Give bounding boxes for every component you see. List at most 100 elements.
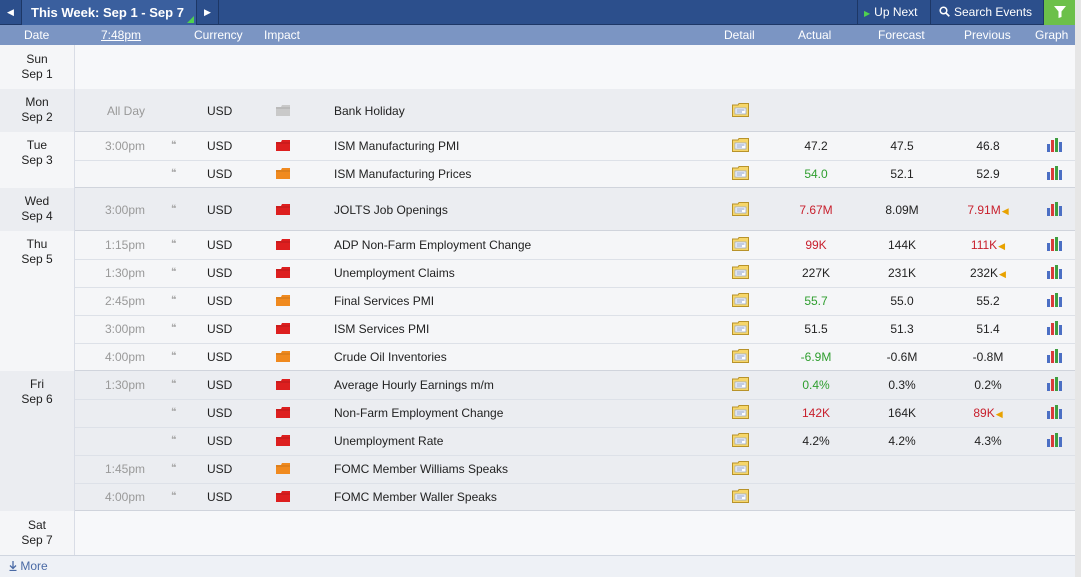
sound-alert-icon[interactable]: ❝ bbox=[171, 239, 177, 250]
col-time-clock[interactable]: 7:48pm bbox=[101, 28, 142, 42]
event-title[interactable]: Unemployment Claims bbox=[334, 266, 455, 280]
footer-bar: More bbox=[0, 555, 1075, 577]
event-title[interactable]: Crude Oil Inventories bbox=[334, 350, 447, 364]
event-previous-value: -0.8M bbox=[972, 350, 1004, 364]
event-row[interactable]: 1:30pm ❝ USD Average Hourly Earnings m/m 0.4… bbox=[75, 371, 1075, 399]
revised-marker-icon[interactable]: ◀ bbox=[995, 409, 1003, 419]
detail-folder-icon[interactable] bbox=[732, 461, 749, 478]
detail-folder-icon[interactable] bbox=[732, 489, 749, 506]
detail-folder-icon[interactable] bbox=[732, 349, 749, 366]
bar-graph-icon[interactable] bbox=[1046, 405, 1062, 422]
bar-graph-icon[interactable] bbox=[1046, 377, 1062, 394]
event-row[interactable]: 1:30pm ❝ USD Unemployment Claims 227K 231K 232… bbox=[75, 259, 1075, 287]
event-time: All Day bbox=[106, 104, 145, 118]
bar-graph-icon[interactable] bbox=[1046, 138, 1062, 155]
detail-folder-icon[interactable] bbox=[732, 138, 749, 155]
event-forecast: 52.1 bbox=[890, 167, 914, 181]
event-previous-value: 111K bbox=[970, 238, 998, 252]
event-row[interactable]: All Day USD Bank Holiday bbox=[75, 97, 1075, 125]
sound-alert-icon[interactable]: ❝ bbox=[171, 267, 177, 278]
event-actual: 47.2 bbox=[804, 139, 828, 153]
event-row[interactable]: 3:00pm ❝ USD ISM Services PMI 51.5 51.3 51.4 bbox=[75, 315, 1075, 343]
event-time: 1:15pm bbox=[104, 238, 145, 252]
bar-graph-icon[interactable] bbox=[1046, 433, 1062, 450]
week-title-label: This Week: Sep 1 - Sep 7 bbox=[31, 5, 184, 20]
search-events-button[interactable]: Search Events bbox=[930, 0, 1043, 25]
scrollbar[interactable] bbox=[1075, 0, 1081, 577]
day-weekday: Fri bbox=[30, 377, 44, 391]
bar-graph-icon[interactable] bbox=[1046, 202, 1062, 219]
up-next-button[interactable]: ▶ Up Next bbox=[857, 0, 930, 25]
bar-graph-icon[interactable] bbox=[1046, 293, 1062, 310]
sound-alert-icon[interactable]: ❝ bbox=[171, 323, 177, 334]
detail-folder-icon[interactable] bbox=[732, 265, 749, 282]
sound-alert-icon[interactable]: ❝ bbox=[171, 435, 177, 446]
bar-graph-icon[interactable] bbox=[1046, 237, 1062, 254]
prev-week-button[interactable]: ◀ bbox=[0, 0, 22, 25]
event-title[interactable]: ISM Manufacturing Prices bbox=[334, 167, 472, 181]
detail-folder-icon[interactable] bbox=[732, 293, 749, 310]
event-title[interactable]: Final Services PMI bbox=[334, 294, 435, 308]
col-impact: Impact bbox=[264, 28, 301, 42]
event-title[interactable]: FOMC Member Williams Speaks bbox=[334, 462, 509, 476]
calendar-toolbar: ◀ This Week: Sep 1 - Sep 7 ▶ ▶ Up Next Se… bbox=[0, 0, 1075, 25]
detail-folder-icon[interactable] bbox=[732, 433, 749, 450]
event-previous-value: 51.4 bbox=[976, 322, 1000, 336]
event-title[interactable]: ADP Non-Farm Employment Change bbox=[334, 238, 532, 252]
next-week-button[interactable]: ▶ bbox=[197, 0, 219, 25]
detail-folder-icon[interactable] bbox=[732, 166, 749, 183]
event-row[interactable]: 1:15pm ❝ USD ADP Non-Farm Employment Change… bbox=[75, 231, 1075, 259]
event-title[interactable]: JOLTS Job Openings bbox=[334, 203, 448, 217]
bar-graph-icon[interactable] bbox=[1046, 166, 1062, 183]
sound-alert-icon[interactable]: ❝ bbox=[171, 295, 177, 306]
event-title[interactable]: ISM Manufacturing PMI bbox=[334, 139, 460, 153]
revised-marker-icon[interactable]: ◀ bbox=[998, 241, 1006, 251]
detail-folder-icon[interactable] bbox=[732, 377, 749, 394]
event-row[interactable]: 3:00pm ❝ USD ISM Manufacturing PMI 47.2 47.5 4… bbox=[75, 132, 1075, 160]
detail-folder-icon[interactable] bbox=[732, 405, 749, 422]
event-title[interactable]: Non-Farm Employment Change bbox=[334, 406, 504, 420]
event-row[interactable]: ❝ USD ISM Manufacturing Prices 54.0 52.1 52.9 bbox=[75, 160, 1075, 188]
revised-marker-icon[interactable]: ◀ bbox=[999, 269, 1006, 279]
detail-folder-icon[interactable] bbox=[732, 321, 749, 338]
event-title[interactable]: Bank Holiday bbox=[334, 104, 405, 118]
sound-alert-icon[interactable]: ❝ bbox=[171, 379, 177, 390]
more-link[interactable]: More bbox=[9, 559, 48, 573]
bar-graph-icon[interactable] bbox=[1046, 265, 1062, 282]
detail-folder-icon[interactable] bbox=[732, 103, 749, 120]
event-row[interactable]: 4:00pm ❝ USD Crude Oil Inventories -6.9M -0.6… bbox=[75, 343, 1075, 371]
event-row[interactable]: 3:00pm ❝ USD JOLTS Job Openings 7.67M 8.09M 7.… bbox=[75, 196, 1075, 224]
sound-alert-icon[interactable]: ❝ bbox=[171, 140, 177, 151]
sound-alert-icon[interactable]: ❝ bbox=[171, 204, 177, 215]
corner-indicator-icon bbox=[187, 16, 194, 23]
sound-alert-icon[interactable]: ❝ bbox=[171, 168, 177, 179]
event-row[interactable]: 2:45pm ❝ USD Final Services PMI 55.7 55.0 55.2 bbox=[75, 287, 1075, 315]
week-title[interactable]: This Week: Sep 1 - Sep 7 bbox=[22, 0, 197, 25]
detail-folder-icon[interactable] bbox=[732, 237, 749, 254]
sound-alert-icon[interactable]: ❝ bbox=[171, 463, 177, 474]
event-previous-value: 4.3% bbox=[974, 434, 1002, 448]
day-date: Sep 7 bbox=[21, 533, 53, 547]
event-title[interactable]: ISM Services PMI bbox=[334, 322, 430, 336]
bar-graph-icon[interactable] bbox=[1046, 349, 1062, 366]
col-currency: Currency bbox=[194, 28, 243, 42]
event-row[interactable]: 4:00pm ❝ USD FOMC Member Waller Speaks bbox=[75, 483, 1075, 511]
bar-graph-icon[interactable] bbox=[1046, 321, 1062, 338]
detail-folder-icon[interactable] bbox=[732, 202, 749, 219]
event-row[interactable]: 1:45pm ❝ USD FOMC Member Williams Speaks bbox=[75, 455, 1075, 483]
event-currency: USD bbox=[207, 322, 233, 336]
more-label: More bbox=[20, 559, 48, 573]
up-next-label: Up Next bbox=[874, 5, 918, 19]
sound-alert-icon[interactable]: ❝ bbox=[171, 407, 177, 418]
revised-marker-icon[interactable]: ◀ bbox=[1001, 206, 1009, 216]
impact-folder-icon bbox=[276, 351, 290, 365]
impact-folder-icon bbox=[276, 407, 290, 421]
event-title[interactable]: Average Hourly Earnings m/m bbox=[334, 378, 494, 392]
sound-alert-icon[interactable]: ❝ bbox=[171, 491, 177, 502]
filter-button[interactable] bbox=[1043, 0, 1075, 25]
event-row[interactable]: ❝ USD Non-Farm Employment Change 142K 164K 89… bbox=[75, 399, 1075, 427]
sound-alert-icon[interactable]: ❝ bbox=[171, 351, 177, 362]
event-row[interactable]: ❝ USD Unemployment Rate 4.2% 4.2% 4.3% bbox=[75, 427, 1075, 455]
event-title[interactable]: FOMC Member Waller Speaks bbox=[334, 490, 497, 504]
event-title[interactable]: Unemployment Rate bbox=[334, 434, 444, 448]
